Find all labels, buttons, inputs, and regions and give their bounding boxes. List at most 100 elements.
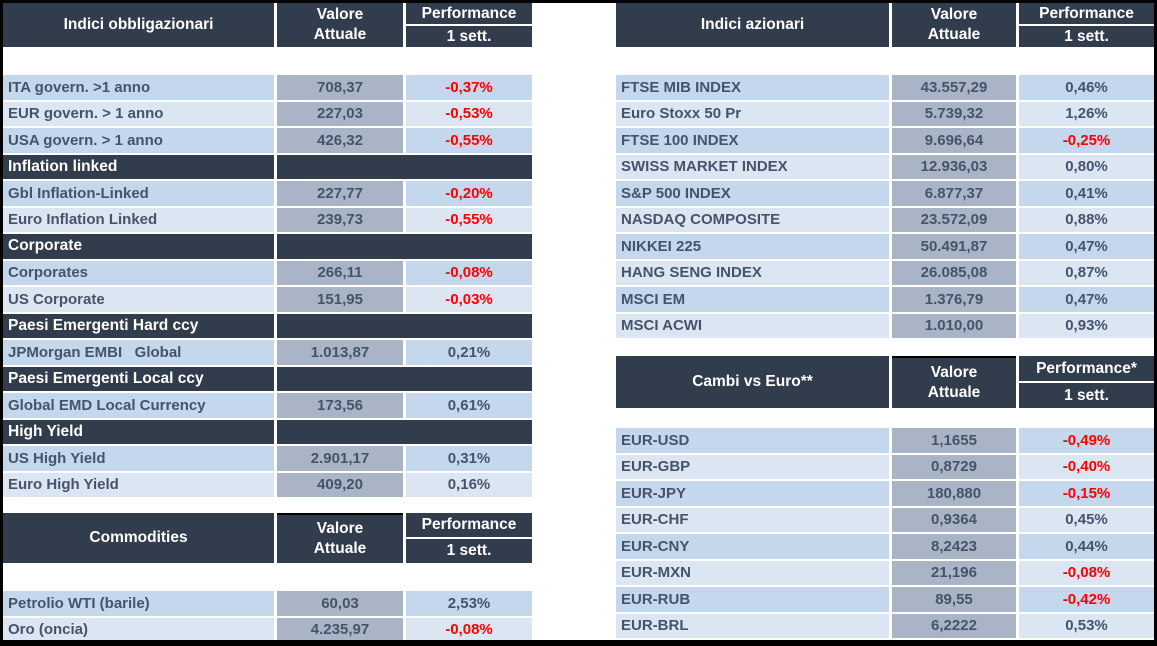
- table-row: Petrolio WTI (barile) 60,03 2,53%: [3, 591, 532, 618]
- value-header-line2: Attuale: [927, 26, 981, 43]
- table-title: Indici obbligazionari: [3, 3, 274, 47]
- performance-cell: -0,53%: [406, 101, 532, 126]
- table-row: EUR-RUB 89,55 -0,42%: [616, 587, 1154, 614]
- row-label: ITA govern. >1 anno: [3, 75, 274, 100]
- performance-cell: 0,93%: [1019, 313, 1154, 338]
- performance-header-line1: Performance*: [1036, 359, 1137, 377]
- performance-cell: 2,53%: [406, 591, 532, 616]
- table-title: Cambi vs Euro**: [616, 356, 889, 408]
- value-cell: 4.235,97: [277, 617, 403, 640]
- report-canvas: Indici obbligazionari Valore Attuale Per…: [3, 3, 1154, 640]
- value-cell: 151,95: [277, 287, 403, 312]
- table-row: S&P 500 INDEX 6.877,37 0,41%: [616, 181, 1154, 208]
- value-cell: 21,196: [892, 560, 1016, 585]
- performance-header-line2: 1 sett.: [1064, 386, 1109, 404]
- header-divider: [1019, 381, 1154, 383]
- spacer-row: [3, 47, 532, 75]
- value-cell: 0,8729: [892, 454, 1016, 479]
- row-label: EUR-MXN: [616, 560, 889, 585]
- table-row: EUR-CHF 0,9364 0,45%: [616, 507, 1154, 534]
- table-title: Indici azionari: [616, 3, 889, 47]
- table-row: MSCI EM 1.376,79 0,47%: [616, 287, 1154, 314]
- table-row: MSCI ACWI 1.010,00 0,93%: [616, 313, 1154, 340]
- value-cell: 43.557,29: [892, 75, 1016, 100]
- value-header-line2: Attuale: [927, 384, 981, 401]
- row-label: EUR-RUB: [616, 587, 889, 612]
- row-label: EUR govern. > 1 anno: [3, 101, 274, 126]
- table-row: EUR-BRL 6,2222 0,53%: [616, 613, 1154, 640]
- section-filler: [277, 419, 532, 444]
- section-filler: [277, 313, 532, 338]
- value-column-header: Valore Attuale: [277, 513, 403, 563]
- performance-cell: 0,47%: [1019, 234, 1154, 259]
- section-header-row: Paesi Emergenti Hard ccy: [3, 313, 532, 340]
- value-cell: 2.901,17: [277, 446, 403, 471]
- section-header-row: High Yield: [3, 419, 532, 446]
- table-row: NIKKEI 225 50.491,87 0,47%: [616, 234, 1154, 261]
- value-column-header: Valore Attuale: [892, 3, 1016, 47]
- performance-cell: -0,42%: [1019, 587, 1154, 612]
- header-divider: [406, 537, 532, 539]
- performance-cell: -0,55%: [406, 128, 532, 153]
- performance-cell: 0,21%: [406, 340, 532, 365]
- equity-indices-table: Indici azionari Valore Attuale Performan…: [616, 3, 1154, 340]
- table-row: HANG SENG INDEX 26.085,08 0,87%: [616, 260, 1154, 287]
- section-filler: [277, 154, 532, 179]
- performance-cell: -0,25%: [1019, 128, 1154, 153]
- performance-header-line1: Performance: [1039, 4, 1134, 22]
- row-label: Corporates: [3, 260, 274, 285]
- section-label: Paesi Emergenti Local ccy: [3, 366, 274, 391]
- performance-cell: 1,26%: [1019, 101, 1154, 126]
- performance-cell: 0,87%: [1019, 260, 1154, 285]
- table-row: EUR-USD 1,1655 -0,49%: [616, 428, 1154, 455]
- table-row: Oro (oncia) 4.235,97 -0,08%: [3, 617, 532, 640]
- performance-cell: 0,31%: [406, 446, 532, 471]
- table-row: EUR govern. > 1 anno 227,03 -0,53%: [3, 101, 532, 128]
- value-cell: 180,880: [892, 481, 1016, 506]
- value-cell: 60,03: [277, 591, 403, 616]
- table-row: EUR-GBP 0,8729 -0,40%: [616, 454, 1154, 481]
- value-header-line1: Valore: [930, 364, 978, 381]
- value-cell: 6,2222: [892, 613, 1016, 638]
- table-row: Corporates 266,11 -0,08%: [3, 260, 532, 287]
- row-label: SWISS MARKET INDEX: [616, 154, 889, 179]
- table-rows: FTSE MIB INDEX 43.557,29 0,46% Euro Stoxx 5…: [616, 75, 1154, 340]
- performance-cell: -0,03%: [406, 287, 532, 312]
- row-label: Oro (oncia): [3, 617, 274, 640]
- performance-cell: -0,08%: [1019, 560, 1154, 585]
- performance-cell: -0,37%: [406, 75, 532, 100]
- value-cell: 173,56: [277, 393, 403, 418]
- table-row: EUR-CNY 8,2423 0,44%: [616, 534, 1154, 561]
- performance-column-header: Performance 1 sett.: [1019, 3, 1154, 47]
- performance-column-header: Performance 1 sett.: [406, 3, 532, 47]
- value-header-line1: Valore: [316, 520, 364, 537]
- row-label: EUR-GBP: [616, 454, 889, 479]
- header-divider: [1019, 24, 1154, 26]
- table-title: Commodities: [3, 513, 274, 563]
- performance-header-line2: 1 sett.: [446, 542, 492, 559]
- performance-header-line1: Performance: [421, 516, 517, 533]
- value-cell: 5.739,32: [892, 101, 1016, 126]
- row-label: FTSE 100 INDEX: [616, 128, 889, 153]
- row-label: Petrolio WTI (barile): [3, 591, 274, 616]
- row-label: MSCI ACWI: [616, 313, 889, 338]
- value-cell: 8,2423: [892, 534, 1016, 559]
- section-header-row: Inflation linked: [3, 154, 532, 181]
- value-cell: 89,55: [892, 587, 1016, 612]
- value-cell: 1.376,79: [892, 287, 1016, 312]
- table-rows: Petrolio WTI (barile) 60,03 2,53% Oro (onci…: [3, 591, 532, 640]
- value-cell: 0,9364: [892, 507, 1016, 532]
- row-label: S&P 500 INDEX: [616, 181, 889, 206]
- section-filler: [277, 366, 532, 391]
- performance-header-line2: 1 sett.: [446, 27, 492, 45]
- value-cell: 409,20: [277, 472, 403, 497]
- section-filler: [277, 234, 532, 259]
- table-row: US High Yield 2.901,17 0,31%: [3, 446, 532, 473]
- row-label: US Corporate: [3, 287, 274, 312]
- value-cell: 426,32: [277, 128, 403, 153]
- row-label: Euro High Yield: [3, 472, 274, 497]
- bond-indices-table: Indici obbligazionari Valore Attuale Per…: [3, 3, 532, 499]
- spacer-row: [616, 408, 1154, 428]
- performance-cell: 0,53%: [1019, 613, 1154, 638]
- row-label: HANG SENG INDEX: [616, 260, 889, 285]
